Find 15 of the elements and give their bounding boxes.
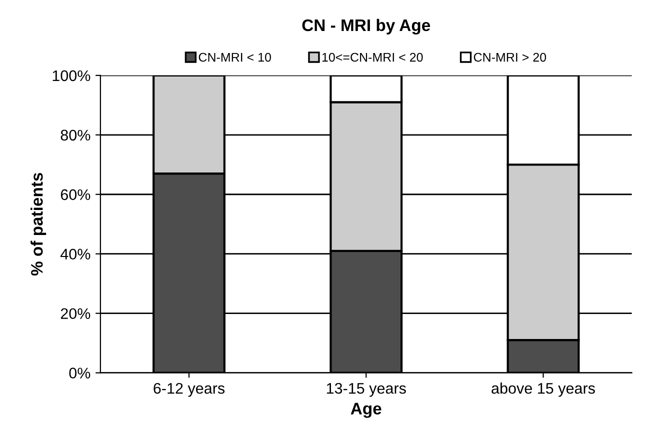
legend-label: 10<=CN-MRI < 20 [322,52,423,62]
x-tick-label: 13-15 years [326,382,406,397]
y-tick-label: 20% [60,308,90,320]
y-tick-label: 100% [52,70,90,82]
y-tick-label: 80% [60,130,90,141]
x-tick-label: above 15 years [492,382,595,397]
legend-label: CN-MRI > 20 [474,52,546,62]
y-tick-label: 40% [60,248,90,260]
x-tick-label: 6-12 years [154,382,225,397]
chart-title: CN - MRI by Age [302,18,430,35]
y-tick-label: 60% [60,189,90,200]
x-axis-title: Age [350,402,382,418]
legend-label: CN-MRI < 10 [198,52,271,62]
y-axis-title: % of patients [30,172,46,276]
y-tick-label: 0% [69,368,90,378]
